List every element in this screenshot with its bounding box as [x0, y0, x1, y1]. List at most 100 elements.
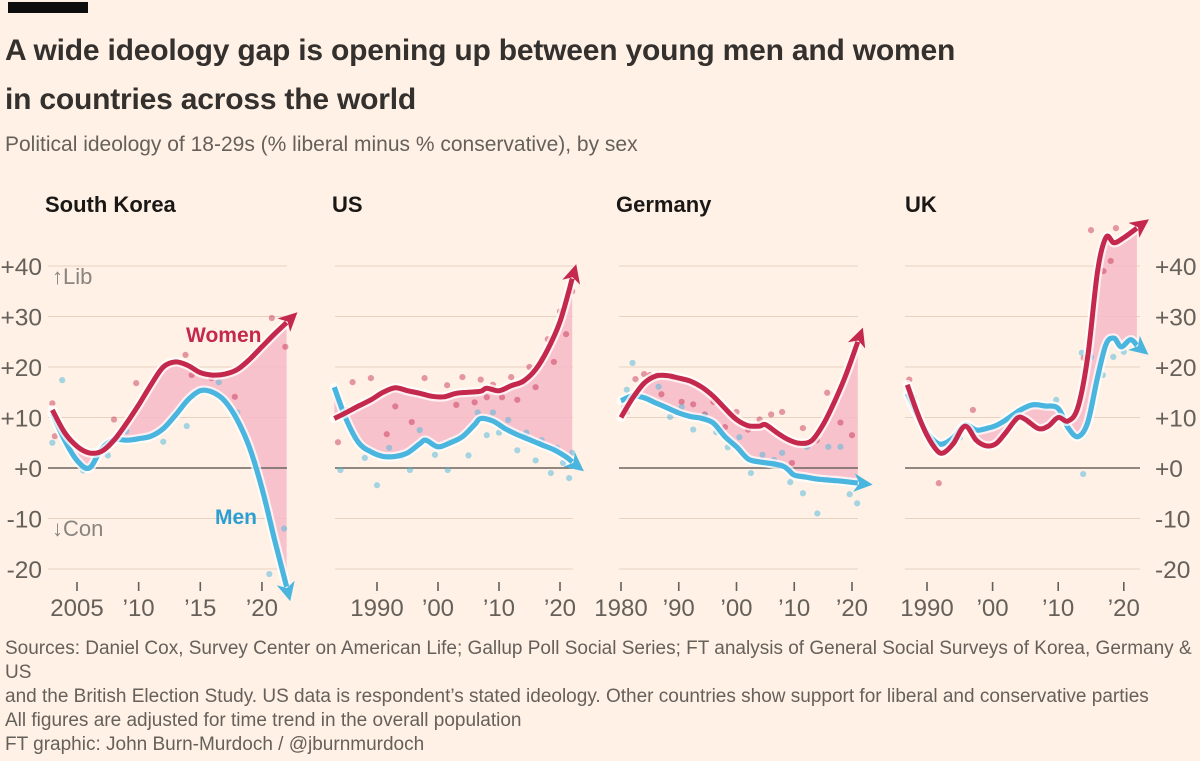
y-axis-left: +40 +30 +20 +10 +0 -10 -20: [0, 254, 42, 584]
page-title-line-1: A wide ideology gap is opening up betwee…: [5, 34, 956, 67]
women-scatter-dot: [498, 394, 506, 401]
liberal-direction-annotation: ↑Lib: [52, 264, 93, 289]
page-title-line-2: in countries across the world: [5, 83, 416, 116]
y-tick-label: -10: [7, 507, 42, 534]
men-scatter-dot: [215, 379, 222, 386]
women-trend-line: [904, 219, 1150, 456]
y-tick-label: +40: [0, 254, 42, 281]
men-scatter-dot: [416, 427, 423, 434]
men-scatter-dot: [837, 443, 844, 450]
men-scatter-dot: [736, 434, 743, 441]
women-scatter-dot: [231, 393, 238, 400]
panel-title-us: US: [332, 192, 363, 217]
gap-fill-area: [334, 278, 573, 462]
y-tick-label: +30: [0, 305, 42, 332]
women-scatter-dot: [768, 411, 775, 418]
men-scatter-dot: [183, 422, 190, 430]
y-tick-label: +0: [1155, 456, 1183, 483]
men-scatter-dot: [846, 491, 853, 498]
men-scatter-dot: [465, 452, 472, 459]
women-scatter-dot: [51, 433, 58, 440]
men-scatter-dot: [629, 359, 636, 367]
women-scatter-dot: [641, 370, 648, 378]
women-scatter-dot: [514, 396, 521, 403]
panel-title-uk: UK: [905, 192, 937, 217]
source-line-1: Sources: Daniel Cox, Survey Center on Am…: [5, 638, 1192, 683]
x-tick-label: ’00: [977, 595, 1009, 622]
x-tick-label: 1990: [350, 595, 403, 622]
women-scatter-dot: [392, 403, 399, 410]
women-scatter-dot: [421, 375, 428, 382]
page-title: A wide ideology gap is opening up betwee…: [5, 26, 1155, 124]
x-tick-label: ’20: [1108, 595, 1140, 622]
women-trend-line: [333, 264, 581, 421]
women-scatter-dot: [969, 406, 977, 414]
women-scatter-dot: [349, 379, 356, 386]
women-scatter-dot: [367, 375, 374, 382]
men-scatter-dot: [489, 409, 496, 416]
men-scatter-dot: [361, 454, 368, 461]
men-scatter-dot: [1110, 353, 1117, 360]
women-scatter-dot: [408, 418, 415, 426]
men-trend-line: [619, 393, 873, 492]
men-scatter-dot: [747, 469, 755, 477]
conservative-direction-annotation: ↓Con: [52, 516, 104, 541]
women-scatter-dot: [49, 400, 56, 407]
copyright: © FT: [5, 757, 1195, 761]
y-tick-label: +10: [1155, 406, 1197, 433]
page-subtitle: Political ideology of 18-29s (% liberal …: [5, 133, 638, 156]
women-scatter-dot: [837, 419, 844, 426]
women-scatter-dot: [690, 401, 697, 408]
men-scatter-dot: [160, 438, 167, 445]
men-scatter-dot: [59, 377, 66, 384]
women-scatter-dot: [632, 376, 639, 383]
men-scatter-dot: [337, 466, 344, 474]
men-scatter-dot: [514, 447, 521, 454]
men-trend-line: [49, 387, 295, 602]
panel-title-germany: Germany: [616, 192, 712, 217]
men-scatter-dot: [266, 570, 273, 578]
men-scatter-dot: [431, 451, 439, 458]
women-scatter-dot: [508, 374, 515, 381]
y-tick-label: +20: [1155, 355, 1197, 382]
men-scatter-dot: [787, 479, 794, 486]
women-scatter-dot: [282, 343, 289, 350]
men-scatter-dot: [799, 490, 807, 497]
men-scatter-dot: [566, 475, 573, 482]
men-scatter-dot: [666, 413, 674, 421]
source-line-2: and the British Election Study. US data …: [5, 686, 1149, 707]
x-tick-label: ’90: [663, 595, 695, 622]
x-tick-label: ’15: [184, 595, 216, 622]
x-tick-label: ’00: [720, 595, 752, 622]
x-tick-label: ’20: [836, 595, 868, 622]
women-scatter-dot: [334, 439, 342, 446]
x-tick-label: ’20: [246, 595, 278, 622]
men-scatter-dot: [386, 444, 393, 451]
men-scatter-dot: [814, 510, 821, 517]
women-scatter-dot: [788, 459, 796, 467]
men-scatter-dot: [49, 439, 56, 446]
men-scatter-dot: [690, 426, 697, 433]
women-scatter-dot: [935, 480, 942, 487]
x-tick-label: ’20: [544, 595, 576, 622]
women-scatter-dot: [444, 382, 451, 389]
y-tick-label: +10: [0, 406, 42, 433]
men-scatter-dot: [759, 451, 766, 458]
women-series-label: Women: [186, 324, 262, 347]
panel-germany: 1980 ’90 ’00 ’10 ’20: [594, 265, 873, 622]
women-scatter-dot: [1112, 225, 1120, 232]
panel-title-south-korea: South Korea: [45, 192, 176, 217]
men-trend-line: [904, 335, 1149, 447]
women-trend-line: [618, 327, 866, 446]
men-scatter-dot: [779, 449, 786, 456]
y-tick-label: -10: [1155, 507, 1190, 534]
men-scatter-dot: [1080, 470, 1087, 478]
women-scatter-dot: [678, 398, 685, 405]
panel-us: 1990 ’00 ’10 ’20: [329, 264, 584, 622]
men-trend-line: [331, 386, 584, 472]
women-scatter-dot: [1107, 257, 1114, 265]
y-tick-label: +30: [1155, 305, 1197, 332]
women-scatter-dot: [453, 401, 460, 408]
women-scatter-dot: [848, 432, 856, 439]
